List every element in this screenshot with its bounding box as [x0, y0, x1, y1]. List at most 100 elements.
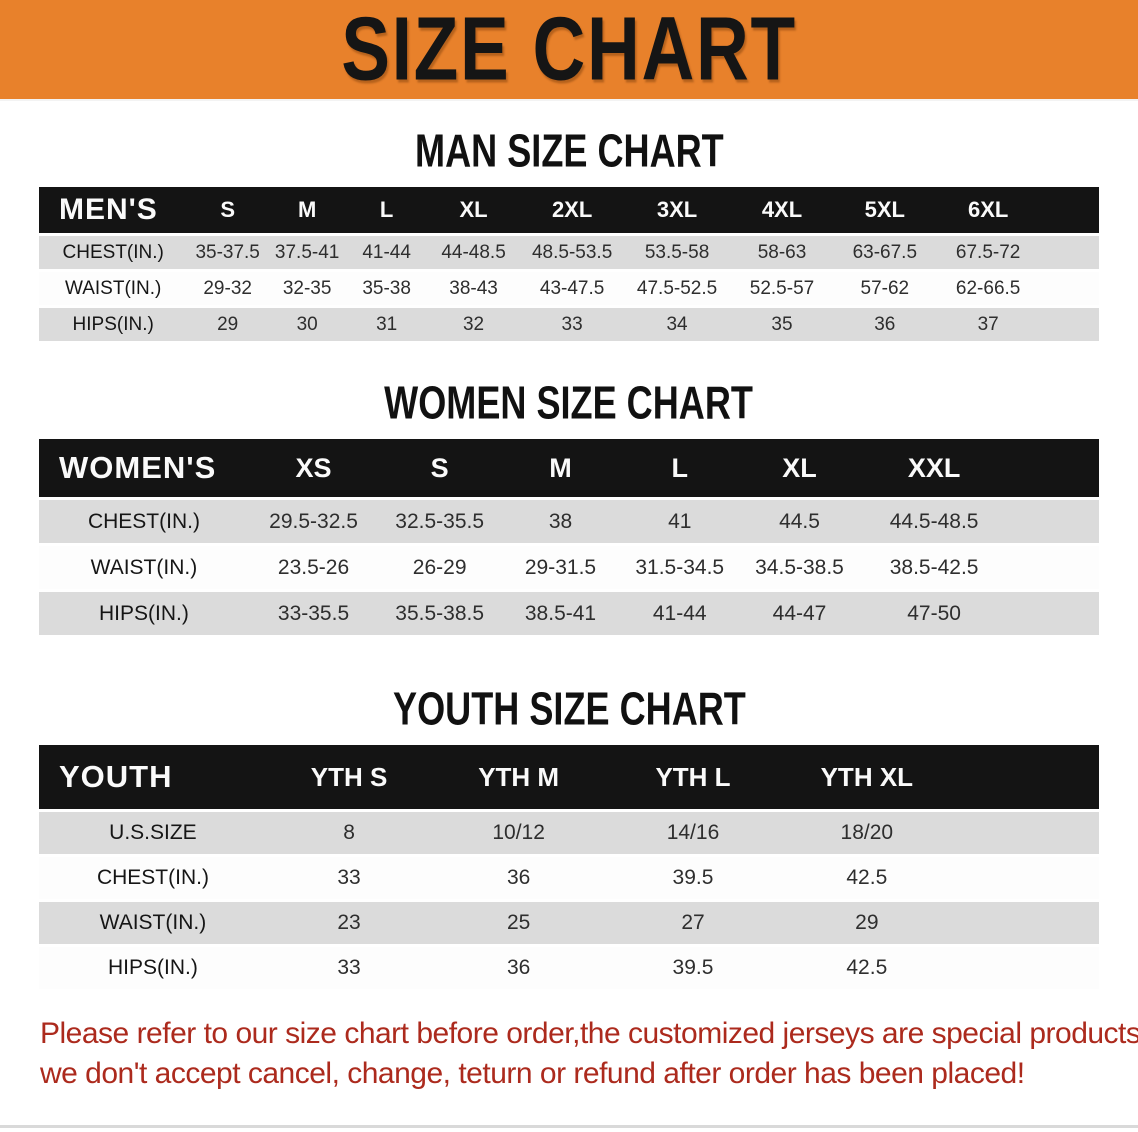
youth-section-heading: YOUTH SIZE CHART	[0, 683, 1138, 742]
column-header: YTH XL	[779, 745, 954, 809]
size-value: 39.5	[606, 857, 780, 899]
column-header: S	[378, 439, 502, 497]
size-value: 29-32	[187, 272, 268, 305]
column-header: XS	[248, 439, 379, 497]
size-value: 32-35	[267, 272, 347, 305]
row-label: WAIST(IN.)	[39, 902, 267, 944]
men-waist-row: WAIST(IN.) 29-32 32-35 35-38 38-43 43-47…	[39, 272, 1099, 305]
row-label: WAIST(IN.)	[39, 546, 249, 589]
size-value: 44-47	[739, 592, 860, 635]
spacer-cell	[1040, 236, 1099, 269]
size-value: 42.5	[779, 947, 954, 989]
disclaimer-line: we don't accept cancel, change, teturn o…	[40, 1057, 1025, 1090]
size-value: 23.5-26	[248, 546, 379, 589]
men-header-row: MEN'S S M L XL 2XL 3XL 4XL 5XL 6XL	[39, 187, 1099, 233]
row-label: CHEST(IN.)	[39, 500, 249, 543]
women-hips-row: HIPS(IN.) 33-35.5 35.5-38.5 38.5-41 41-4…	[39, 592, 1099, 635]
column-header: L	[619, 439, 740, 497]
column-header: M	[267, 187, 347, 233]
column-header: 4XL	[730, 187, 834, 233]
size-value: 37.5-41	[267, 236, 347, 269]
size-value: 41-44	[346, 236, 427, 269]
size-value: 42.5	[779, 857, 954, 899]
column-header: XL	[426, 187, 521, 233]
size-value: 29	[187, 308, 268, 341]
size-value: 39.5	[606, 947, 780, 989]
size-value: 27	[606, 902, 780, 944]
size-value: 32	[426, 308, 521, 341]
men-section-heading: MAN SIZE CHART	[0, 125, 1138, 184]
column-header: 6XL	[935, 187, 1041, 233]
men-chest-row: CHEST(IN.) 35-37.5 37.5-41 41-44 44-48.5…	[39, 236, 1099, 269]
row-label: HIPS(IN.)	[39, 592, 249, 635]
size-value: 29.5-32.5	[248, 500, 379, 543]
column-header: 5XL	[833, 187, 936, 233]
column-header: 2XL	[520, 187, 625, 233]
size-value: 34	[624, 308, 731, 341]
size-value: 10/12	[431, 812, 607, 854]
size-value: 32.5-35.5	[378, 500, 502, 543]
size-value: 29	[779, 902, 954, 944]
column-header: M	[501, 439, 620, 497]
size-value: 38-43	[426, 272, 521, 305]
men-corner-header: MEN'S	[39, 187, 188, 233]
women-waist-row: WAIST(IN.) 23.5-26 26-29 29-31.5 31.5-34…	[39, 546, 1099, 589]
women-chest-row: CHEST(IN.) 29.5-32.5 32.5-35.5 38 41 44.…	[39, 500, 1099, 543]
spacer-cell	[953, 902, 1099, 944]
size-value: 44.5-48.5	[859, 500, 1009, 543]
column-header: YTH M	[431, 745, 607, 809]
size-value: 23	[266, 902, 432, 944]
size-value: 41-44	[619, 592, 740, 635]
men-heading-text: MAN SIZE CHART	[414, 125, 724, 177]
size-chart-banner: SIZE CHART	[0, 0, 1138, 101]
size-value: 33	[266, 857, 432, 899]
spacer-cell	[1040, 308, 1099, 341]
spacer-cell	[953, 857, 1099, 899]
disclaimer-text: Please refer to our size chart before or…	[40, 1014, 1138, 1094]
youth-size-table: YOUTH YTH S YTH M YTH L YTH XL U.S.SIZE …	[39, 742, 1099, 992]
women-heading-text: WOMEN SIZE CHART	[384, 377, 754, 429]
row-label: HIPS(IN.)	[39, 947, 267, 989]
size-value: 48.5-53.5	[520, 236, 625, 269]
column-header: YTH S	[266, 745, 432, 809]
size-value: 37	[935, 308, 1041, 341]
size-value: 33-35.5	[248, 592, 379, 635]
row-label: WAIST(IN.)	[39, 272, 188, 305]
row-label: U.S.SIZE	[39, 812, 267, 854]
spacer-cell	[953, 947, 1099, 989]
column-header: S	[187, 187, 268, 233]
spacer-cell	[1040, 272, 1099, 305]
size-value: 35-38	[346, 272, 427, 305]
size-value: 14/16	[606, 812, 780, 854]
men-hips-row: HIPS(IN.) 29 30 31 32 33 34 35 36 37	[39, 308, 1099, 341]
size-value: 8	[266, 812, 432, 854]
row-label: CHEST(IN.)	[39, 236, 188, 269]
column-header: L	[346, 187, 427, 233]
size-value: 36	[431, 857, 607, 899]
size-value: 67.5-72	[935, 236, 1041, 269]
spacer-cell	[953, 812, 1099, 854]
size-value: 38.5-42.5	[859, 546, 1009, 589]
size-value: 57-62	[833, 272, 936, 305]
spacer-cell	[1008, 592, 1099, 635]
size-value: 41	[619, 500, 740, 543]
column-header: 3XL	[624, 187, 731, 233]
size-value: 33	[520, 308, 625, 341]
size-value: 34.5-38.5	[739, 546, 860, 589]
column-header: XL	[739, 439, 860, 497]
spacer-cell	[1008, 439, 1099, 497]
size-value: 63-67.5	[833, 236, 936, 269]
row-label: HIPS(IN.)	[39, 308, 188, 341]
size-value: 52.5-57	[730, 272, 834, 305]
size-value: 35.5-38.5	[378, 592, 502, 635]
women-size-table: WOMEN'S XS S M L XL XXL CHEST(IN.) 29.5-…	[39, 436, 1099, 638]
size-value: 31	[346, 308, 427, 341]
youth-waist-row: WAIST(IN.) 23 25 27 29	[39, 902, 1099, 944]
size-value: 38	[501, 500, 620, 543]
youth-hips-row: HIPS(IN.) 33 36 39.5 42.5	[39, 947, 1099, 989]
spacer-cell	[1040, 187, 1099, 233]
size-value: 38.5-41	[501, 592, 620, 635]
size-value: 44-48.5	[426, 236, 521, 269]
size-value: 26-29	[378, 546, 502, 589]
youth-ussize-row: U.S.SIZE 8 10/12 14/16 18/20	[39, 812, 1099, 854]
